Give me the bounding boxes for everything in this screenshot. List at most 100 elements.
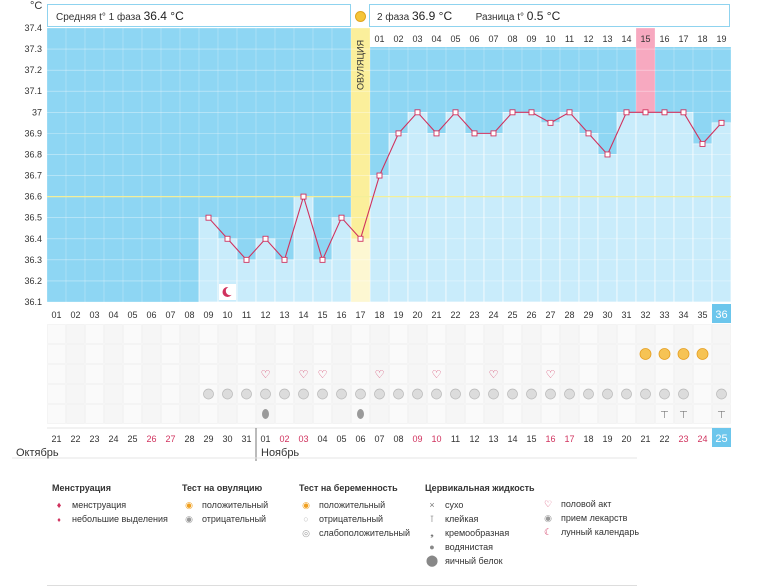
- calendar-date-label: 09: [412, 434, 422, 444]
- pill-icon: [640, 388, 651, 400]
- y-tick-label: 36.4: [24, 234, 42, 244]
- heart-icon: ♡: [489, 369, 499, 381]
- legend-item: прием лекарств: [561, 513, 628, 523]
- symbol-cell: [617, 324, 636, 344]
- symbol-cell: [218, 404, 237, 424]
- symbol-cell: [674, 364, 693, 384]
- symbol-cell: [370, 404, 389, 424]
- calendar-date-label: 29: [203, 434, 213, 444]
- cycle-day-label: 04: [108, 310, 118, 320]
- temperature-bar: [654, 112, 675, 303]
- pill-icon: [507, 388, 518, 400]
- temperature-point: [528, 109, 535, 116]
- symbol-cell: [180, 364, 199, 384]
- top-day-label: 10: [545, 34, 555, 44]
- symbol-cell: [389, 344, 408, 364]
- heart-icon: ♡: [546, 369, 556, 381]
- symbol-cell: [294, 344, 313, 364]
- symbol-cell: [313, 324, 332, 344]
- symbol-cell: [142, 324, 161, 344]
- month-october: Октябрь: [16, 447, 59, 459]
- legend-other: ♡ половой акт ◉ прием лекарств ☾ лунный кал…: [541, 497, 639, 539]
- pill-icon: [374, 388, 385, 400]
- symbol-cell: [503, 404, 522, 424]
- symbol-cell: [66, 344, 85, 364]
- cycle-day-label: 17: [355, 310, 365, 320]
- calendar-date-label: 01: [260, 434, 270, 444]
- symbol-cell: [617, 364, 636, 384]
- cycle-day-label: 20: [412, 310, 422, 320]
- symbol-cell: [427, 344, 446, 364]
- calendar-date-label: 08: [393, 434, 403, 444]
- temperature-point: [262, 235, 269, 242]
- cycle-day-label: 14: [298, 310, 308, 320]
- heart-icon: ♡: [299, 369, 309, 381]
- symbol-cell: [294, 404, 313, 424]
- symbol-cell: [218, 344, 237, 364]
- calendar-date-label: 21: [640, 434, 650, 444]
- y-tick-label: 36.9: [24, 128, 42, 138]
- pill-icon: [450, 388, 461, 400]
- legend-item: клейкая: [445, 514, 479, 524]
- symbol-cell: [712, 324, 731, 344]
- symbol-cell: [237, 324, 256, 344]
- temperature-point: [490, 130, 497, 137]
- symbol-cell: [484, 404, 503, 424]
- pill-icon: [336, 388, 347, 400]
- top-day-label: 15: [640, 34, 650, 44]
- symbol-cell: [389, 404, 408, 424]
- symbol-cell: [47, 364, 66, 384]
- temperature-bar: [521, 112, 542, 303]
- temperature-point: [395, 130, 402, 137]
- calendar-date-label: 22: [659, 434, 669, 444]
- pregnancy-positive-icon: [658, 348, 671, 360]
- symbol-cell: [123, 384, 142, 404]
- cycle-day-label: 31: [621, 310, 631, 320]
- symbol-cell: [579, 364, 598, 384]
- symbol-cell: [47, 344, 66, 364]
- current-day-highlight: [712, 304, 731, 323]
- temperature-bar: [407, 112, 428, 303]
- symbol-cell: [332, 344, 351, 364]
- calendar-date-label: 13: [488, 434, 498, 444]
- cycle-day-label: 11: [242, 310, 251, 320]
- pregnancy-positive-icon: ◉: [302, 500, 310, 510]
- pill-icon: [545, 388, 556, 400]
- pill-icon: [260, 388, 271, 400]
- legend-title: Менструация: [52, 483, 111, 493]
- calendar-date-label: 22: [70, 434, 80, 444]
- calendar-date-label: 25: [715, 433, 727, 445]
- temperature-point: [718, 119, 725, 126]
- symbol-cell: [693, 404, 712, 424]
- symbol-cell: [237, 404, 256, 424]
- symbol-cell: [294, 324, 313, 344]
- symbol-cell: [598, 364, 617, 384]
- temperature-point: [566, 109, 573, 116]
- symbol-cell: [636, 404, 655, 424]
- symbol-cell: [313, 364, 332, 384]
- temperature-bar: [635, 112, 656, 303]
- phase2-value: 36.9 °C: [411, 9, 453, 23]
- pill-icon: [564, 388, 575, 400]
- symbol-cell: [560, 324, 579, 344]
- cycle-day-label: 24: [488, 310, 498, 320]
- calendar-date-label: 31: [241, 434, 251, 444]
- calendar-date-label: 25: [127, 434, 137, 444]
- top-day-label: 06: [469, 34, 479, 44]
- symbol-cell: [142, 384, 161, 404]
- pill-icon: [602, 388, 613, 400]
- legend-item: водянистая: [445, 542, 494, 552]
- ovulation-sun-icon: [355, 11, 366, 22]
- moon-icon: ☾: [543, 527, 553, 537]
- pregnancy-negative-icon: ○: [303, 514, 309, 524]
- cycle-day-label: 25: [507, 310, 517, 320]
- calendar-date-label: 07: [374, 434, 384, 444]
- top-day-label: 07: [488, 34, 498, 44]
- y-tick-label: 37.1: [24, 86, 42, 96]
- symbol-cell: [161, 404, 180, 424]
- symbol-cell: [104, 384, 123, 404]
- calendar-date-label: 10: [431, 434, 441, 444]
- calendar-date-label: 16: [545, 434, 555, 444]
- symbol-cell: [446, 364, 465, 384]
- legend-menstruation: Менструация ♦ менструация ♦ небольшие выде…: [52, 483, 168, 526]
